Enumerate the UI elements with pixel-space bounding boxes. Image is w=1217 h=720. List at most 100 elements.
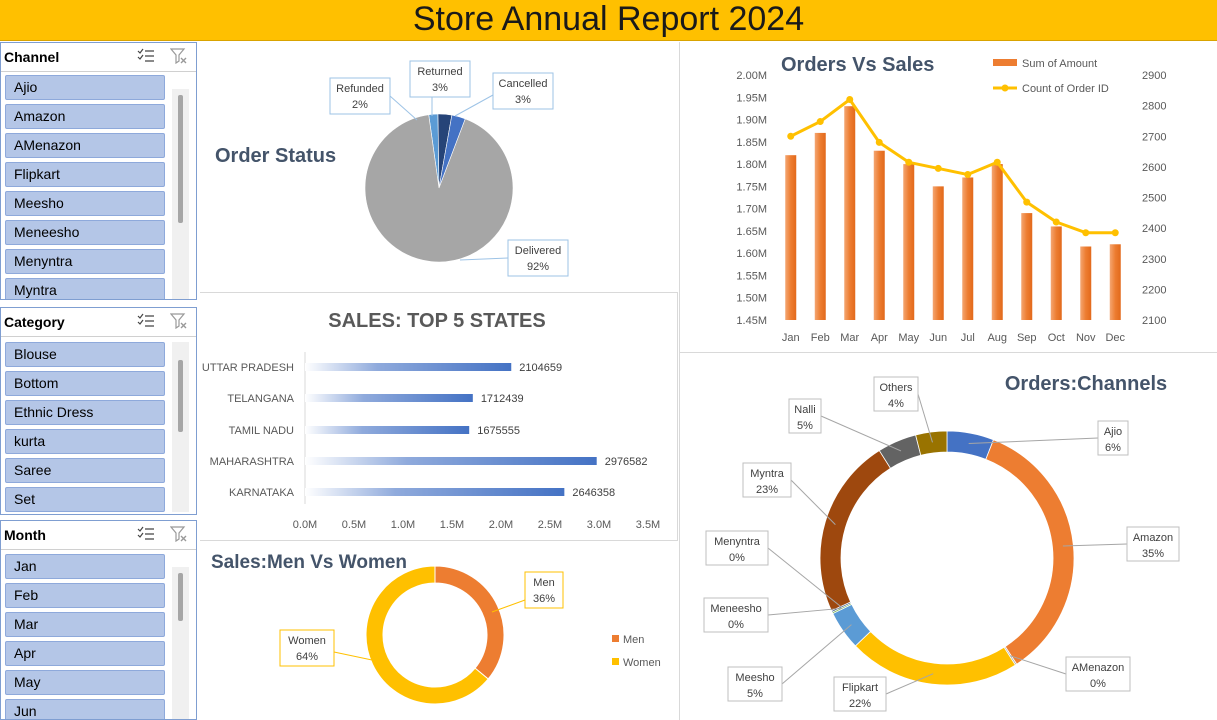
slicer-item-ajio[interactable]: Ajio bbox=[5, 75, 165, 100]
x-axis-tick: May bbox=[898, 332, 919, 344]
clear-filter-icon[interactable] bbox=[170, 48, 188, 64]
category-label: TAMIL NADU bbox=[229, 425, 294, 437]
bar-uttar-pradesh bbox=[305, 363, 512, 371]
legend-swatch-sum-of-amount bbox=[993, 59, 1017, 66]
clear-filter-icon[interactable] bbox=[170, 526, 188, 542]
category-slicer: Category Blouse Bottom Ethnic Dress kurta Sa… bbox=[0, 307, 197, 515]
data-label-nalli-box bbox=[788, 398, 822, 434]
slicer-scrollbar[interactable] bbox=[172, 567, 189, 719]
slicer-item-apr[interactable]: Apr bbox=[5, 641, 165, 666]
slicer-item-amazon[interactable]: Amazon bbox=[5, 104, 165, 129]
bar-oct bbox=[1050, 226, 1062, 320]
line-point-may bbox=[905, 158, 913, 166]
right-axis-tick: 2600 bbox=[1142, 162, 1166, 174]
slicer-scroll-thumb[interactable] bbox=[178, 573, 183, 621]
slicer-item-feb[interactable]: Feb bbox=[5, 583, 165, 608]
data-label-cancelled-box bbox=[492, 72, 554, 110]
data-label-men-label: Men bbox=[533, 577, 554, 589]
data-label-delivered-value: 92% bbox=[527, 261, 549, 273]
leader-line bbox=[491, 599, 526, 613]
multi-select-icon[interactable] bbox=[137, 313, 155, 329]
donut-slice-women bbox=[365, 565, 489, 705]
data-label: 2104659 bbox=[519, 362, 562, 374]
panel-divider bbox=[679, 42, 680, 720]
legend-label-women: Women bbox=[623, 657, 661, 669]
multi-select-icon[interactable] bbox=[137, 526, 155, 542]
slicer-item-bottom[interactable]: Bottom bbox=[5, 371, 165, 396]
line-point-jul bbox=[964, 171, 972, 179]
title-banner: Store Annual Report 2024 bbox=[0, 0, 1217, 41]
pie-slice-delivered bbox=[364, 114, 514, 263]
category-label: KARNATAKA bbox=[229, 487, 295, 499]
donut-slice-others bbox=[915, 430, 948, 456]
line-point-jun bbox=[934, 164, 942, 172]
data-label-returned-value: 3% bbox=[432, 82, 448, 94]
x-axis-tick: 1.0M bbox=[391, 519, 415, 531]
slicer-item-amenazon[interactable]: AMenazon bbox=[5, 133, 165, 158]
leader-line bbox=[968, 437, 1099, 445]
data-label-meesho-label: Meesho bbox=[735, 672, 774, 684]
bar-karnataka bbox=[305, 488, 565, 496]
category-label: MAHARASHTRA bbox=[210, 456, 295, 468]
slicer-item-set[interactable]: Set bbox=[5, 487, 165, 512]
bar-sep bbox=[1021, 213, 1033, 320]
slicer-item-may[interactable]: May bbox=[5, 670, 165, 695]
data-label-myntra-label: Myntra bbox=[750, 468, 785, 480]
slicer-item-myntra[interactable]: Myntra bbox=[5, 278, 165, 299]
slicer-header: Month bbox=[1, 521, 196, 550]
data-label-delivered-label: Delivered bbox=[515, 245, 561, 257]
x-axis-tick: Nov bbox=[1076, 332, 1096, 344]
right-axis-tick: 2400 bbox=[1142, 223, 1166, 235]
category-label: TELANGANA bbox=[227, 393, 294, 405]
data-label-amenazon-value: 0% bbox=[1090, 678, 1106, 690]
slicer-item-meesho[interactable]: Meesho bbox=[5, 191, 165, 216]
x-axis-tick: 0.5M bbox=[342, 519, 366, 531]
chart-title: Order Status bbox=[215, 145, 336, 167]
data-label-others-label: Others bbox=[879, 382, 913, 394]
line-point-feb bbox=[816, 118, 824, 126]
legend-swatch-women bbox=[612, 658, 619, 665]
leader-line bbox=[1010, 655, 1067, 675]
bar-jul bbox=[962, 177, 974, 320]
data-label-returned-box bbox=[409, 60, 471, 98]
multi-select-icon[interactable] bbox=[137, 48, 155, 64]
channel-slicer: Channel Ajio Amazon AMenazon Flipkart Meesho… bbox=[0, 42, 197, 300]
slicer-item-mar[interactable]: Mar bbox=[5, 612, 165, 637]
data-label-men-value: 36% bbox=[533, 593, 555, 605]
data-label-amazon-label: Amazon bbox=[1133, 532, 1173, 544]
data-label-cancelled-label: Cancelled bbox=[499, 78, 548, 90]
data-label-meneesho-box bbox=[703, 597, 769, 633]
slicer-item-meneesho[interactable]: Meneesho bbox=[5, 220, 165, 245]
clear-filter-icon[interactable] bbox=[170, 313, 188, 329]
line-point-mar bbox=[846, 96, 854, 103]
slicer-item-saree[interactable]: Saree bbox=[5, 458, 165, 483]
left-axis-tick: 1.95M bbox=[736, 92, 767, 104]
slicer-item-ethnic-dress[interactable]: Ethnic Dress bbox=[5, 400, 165, 425]
left-axis-tick: 1.60M bbox=[736, 248, 767, 260]
slicer-item-jun[interactable]: Jun bbox=[5, 699, 165, 719]
x-axis-tick: 2.0M bbox=[489, 519, 513, 531]
bar-telangana bbox=[305, 394, 473, 402]
left-axis-tick: 1.45M bbox=[736, 315, 767, 327]
slicer-header: Category bbox=[1, 308, 196, 337]
leader-line bbox=[917, 393, 933, 443]
panel-divider bbox=[680, 352, 1217, 353]
donut-slice-myntra bbox=[819, 449, 892, 612]
slicer-item-menyntra[interactable]: Menyntra bbox=[5, 249, 165, 274]
slicer-item-jan[interactable]: Jan bbox=[5, 554, 165, 579]
panel-divider bbox=[677, 292, 678, 540]
chart-title: Orders:Channels bbox=[1005, 373, 1167, 395]
orders-channels-chart: Orders:Channels Ajio 6% Amazon 35% AMenazon 0%… bbox=[703, 373, 1180, 712]
slicer-item-kurta[interactable]: kurta bbox=[5, 429, 165, 454]
slicer-item-blouse[interactable]: Blouse bbox=[5, 342, 165, 367]
data-label-amazon-box bbox=[1126, 526, 1180, 562]
data-label-women-label: Women bbox=[288, 635, 326, 647]
line-point-nov bbox=[1082, 229, 1090, 237]
slicer-scroll-thumb[interactable] bbox=[178, 360, 183, 432]
data-label-amazon-value: 35% bbox=[1142, 548, 1164, 560]
bar-jun bbox=[932, 186, 944, 320]
data-label-returned-label: Returned bbox=[417, 66, 462, 78]
leader-line bbox=[454, 94, 494, 117]
slicer-scroll-thumb[interactable] bbox=[178, 95, 183, 223]
slicer-item-flipkart[interactable]: Flipkart bbox=[5, 162, 165, 187]
